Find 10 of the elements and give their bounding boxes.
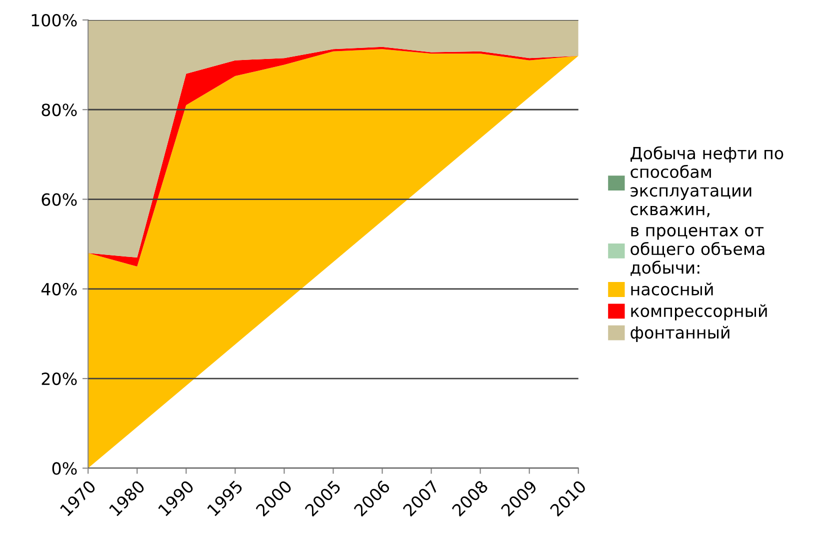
legend-label: в процентах от общего объема добычи: — [630, 226, 764, 276]
y-tick-label: 20% — [42, 372, 77, 386]
y-tick-label: 40% — [41, 282, 77, 296]
y-tick-label: 0% — [52, 462, 77, 475]
legend-label: насосный — [631, 282, 713, 296]
y-tick-label: 80% — [42, 104, 77, 116]
legend-label: фонтанный — [630, 326, 730, 342]
y-tick-label: 60% — [42, 193, 77, 206]
y-tick-label: 100% — [32, 14, 77, 27]
legend-label: компрессорный — [631, 304, 767, 320]
